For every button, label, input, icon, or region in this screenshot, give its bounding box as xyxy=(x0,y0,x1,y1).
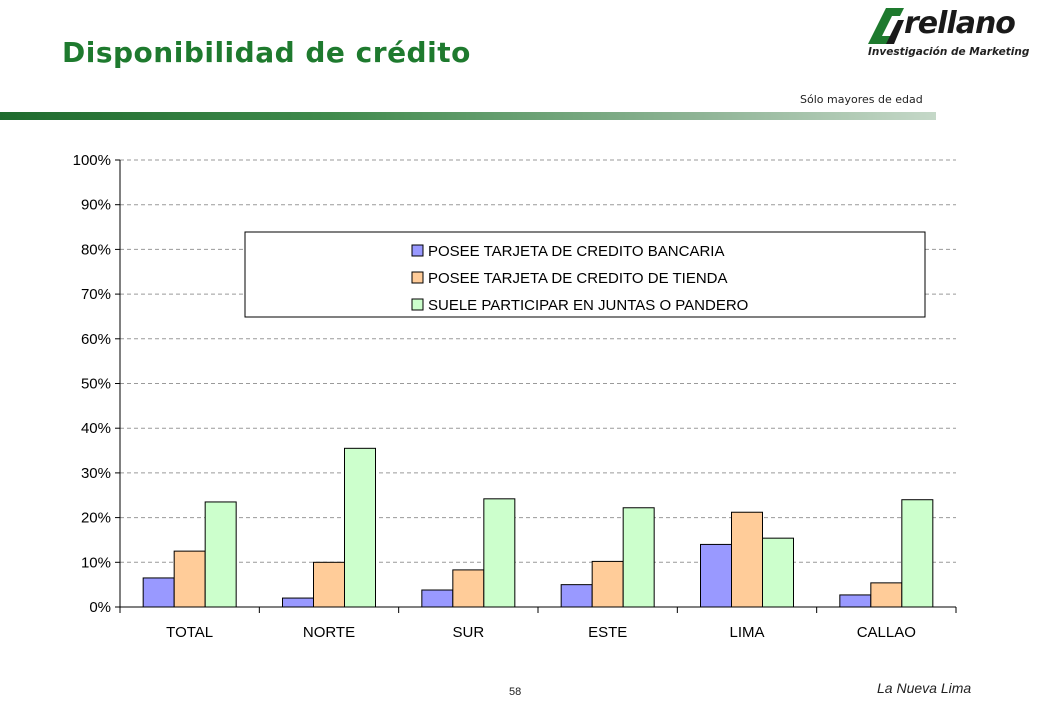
legend-label: POSEE TARJETA DE CREDITO DE TIENDA xyxy=(428,270,728,287)
y-tick-label: 100% xyxy=(73,152,111,169)
page-title: Disponibilidad de crédito xyxy=(62,36,471,69)
bar xyxy=(142,577,175,608)
y-tick-label: 50% xyxy=(81,376,111,393)
logo-mark-icon xyxy=(868,8,904,44)
y-tick-label: 70% xyxy=(81,286,111,303)
bar xyxy=(762,537,794,608)
bar xyxy=(204,501,237,608)
y-tick-label: 10% xyxy=(81,554,111,571)
header-divider xyxy=(0,112,936,120)
bar xyxy=(282,597,314,608)
y-tick-label: 80% xyxy=(81,241,111,258)
y-tick-label: 0% xyxy=(89,599,111,616)
age-note: Sólo mayores de edad xyxy=(800,93,923,106)
bar xyxy=(452,569,485,608)
y-tick-label: 20% xyxy=(81,510,111,527)
bar xyxy=(344,447,376,608)
footer-note: La Nueva Lima xyxy=(877,680,972,696)
bar xyxy=(483,498,516,608)
legend-label: SUELE PARTICIPAR EN JUNTAS O PANDERO xyxy=(428,297,748,314)
y-tick-label: 60% xyxy=(81,331,111,348)
bar xyxy=(870,582,903,608)
bar xyxy=(173,550,206,608)
logo-tagline: Investigación de Marketing xyxy=(868,46,1030,58)
legend-box xyxy=(244,231,926,318)
logo-wordmark: rellano xyxy=(904,6,1016,41)
x-tick-label: ESTE xyxy=(588,624,627,641)
x-tick-label: NORTE xyxy=(303,624,355,641)
x-tick-label: TOTAL xyxy=(166,624,213,641)
bar xyxy=(591,560,624,608)
bar xyxy=(901,499,934,608)
page-number: 58 xyxy=(509,686,522,698)
y-tick-label: 40% xyxy=(81,420,111,437)
bar xyxy=(700,543,732,608)
legend-swatch xyxy=(411,298,424,311)
x-tick-label: LIMA xyxy=(729,624,764,641)
legend-swatch xyxy=(411,271,424,284)
legend-swatch xyxy=(411,244,424,257)
y-tick-label: 30% xyxy=(81,465,111,482)
bar xyxy=(839,594,872,608)
bar xyxy=(313,561,345,608)
bar xyxy=(421,589,454,608)
x-tick-label: SUR xyxy=(452,624,484,641)
y-tick-label: 90% xyxy=(81,197,111,214)
x-tick-label: CALLAO xyxy=(857,624,916,641)
bar xyxy=(731,511,763,608)
bar xyxy=(622,507,655,608)
bar xyxy=(560,584,593,608)
legend-label: POSEE TARJETA DE CREDITO BANCARIA xyxy=(428,243,724,260)
